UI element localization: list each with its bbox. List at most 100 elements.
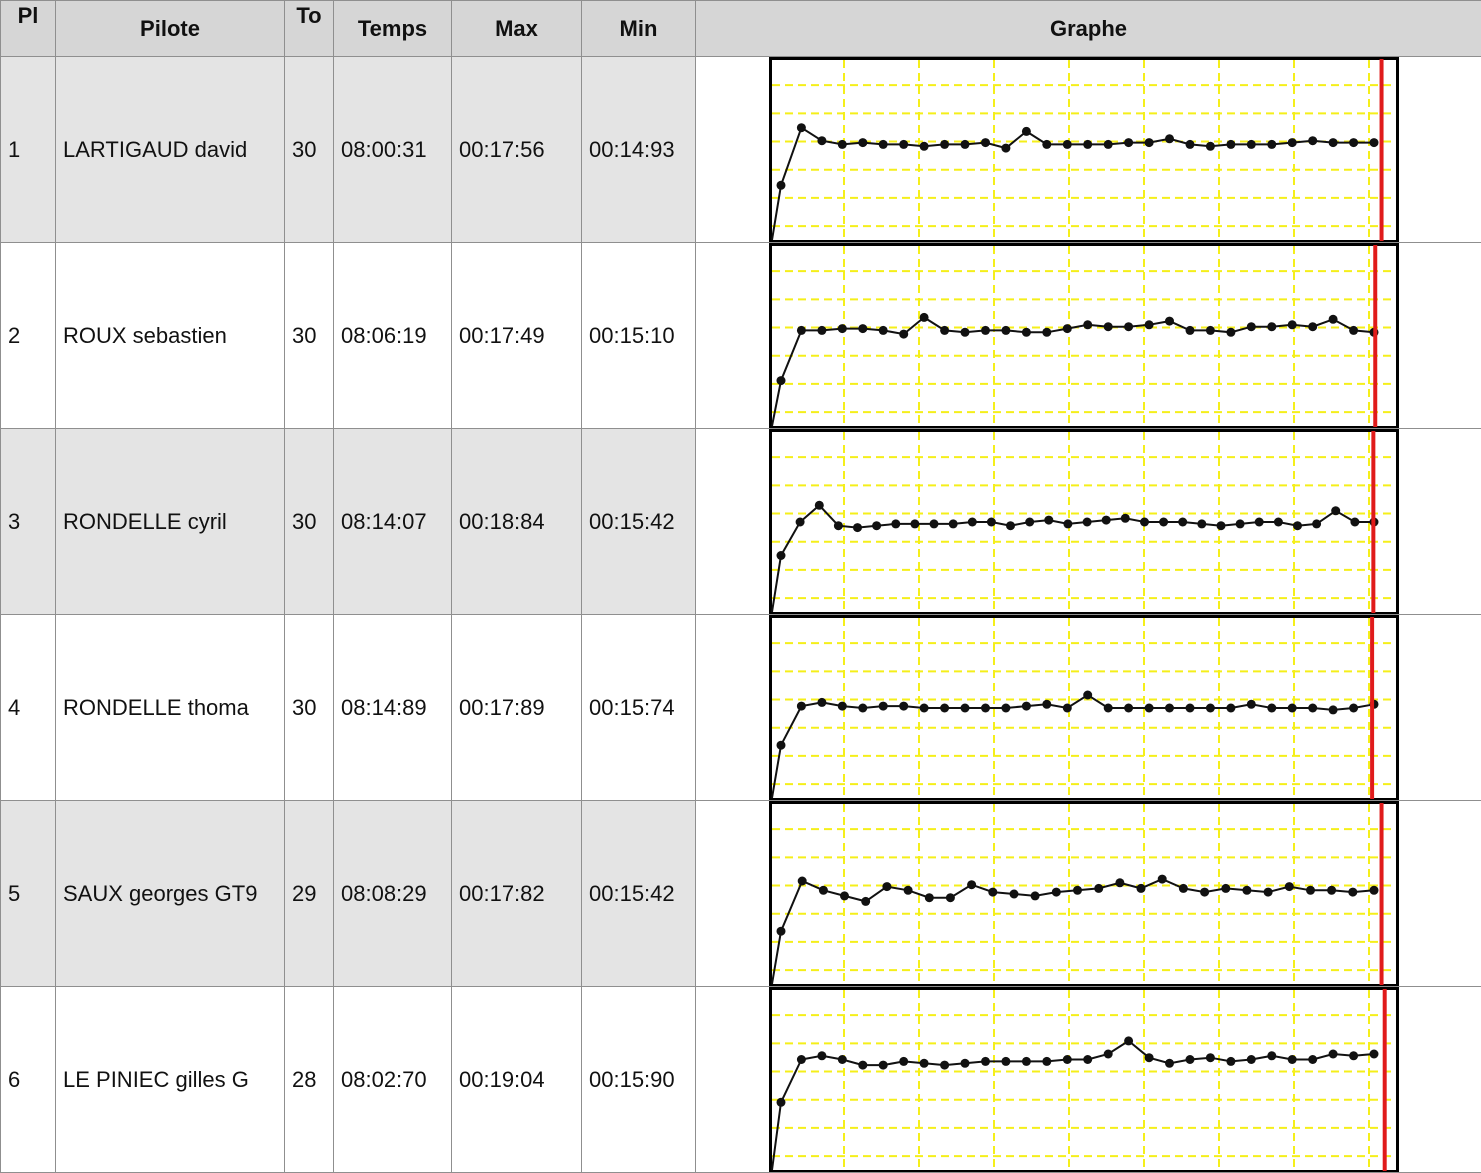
lap-point	[1267, 322, 1276, 331]
lap-point	[1006, 521, 1015, 530]
cell-to: 30	[285, 243, 334, 429]
header-pilote[interactable]: Pilote	[56, 1, 285, 57]
lap-point	[1274, 518, 1283, 527]
lap-point	[1083, 691, 1092, 700]
lap-point	[777, 1098, 786, 1107]
cell-min: 00:15:42	[582, 429, 696, 615]
lap-point	[988, 888, 997, 897]
lap-point	[1104, 140, 1113, 149]
cell-temps: 08:06:19	[334, 243, 452, 429]
lap-point	[1349, 704, 1358, 713]
lap-point	[1042, 700, 1051, 709]
lap-point	[968, 518, 977, 527]
lap-point	[1247, 322, 1256, 331]
lap-point	[1165, 317, 1174, 326]
header-min[interactable]: Min	[582, 1, 696, 57]
lap-point	[815, 501, 824, 510]
cell-to: 29	[285, 801, 334, 987]
lap-point	[1349, 1051, 1358, 1060]
lap-point	[1247, 1055, 1256, 1064]
lap-point	[1370, 1050, 1379, 1059]
lap-point	[817, 136, 826, 145]
lap-point	[1165, 1059, 1174, 1068]
header-graphe[interactable]: Graphe	[696, 1, 1481, 57]
lap-graph	[769, 429, 1399, 615]
lap-point	[987, 518, 996, 527]
cell-graphe	[696, 243, 1481, 429]
lap-point	[879, 326, 888, 335]
lap-point	[961, 140, 970, 149]
cell-max: 00:17:89	[452, 615, 582, 801]
header-temps[interactable]: Temps	[334, 1, 452, 57]
lap-point	[1370, 886, 1379, 895]
lap-point	[1349, 326, 1358, 335]
cell-min: 00:15:74	[582, 615, 696, 801]
lap-point	[1186, 140, 1195, 149]
lap-point	[796, 518, 805, 527]
lap-graph	[769, 615, 1399, 801]
lap-point	[1186, 1055, 1195, 1064]
lap-point	[981, 1057, 990, 1066]
lap-point	[1179, 884, 1188, 893]
lap-point	[1306, 886, 1315, 895]
lap-point	[797, 702, 806, 711]
header-pl[interactable]: Pl	[1, 1, 56, 57]
lap-point	[777, 927, 786, 936]
lap-point	[1042, 328, 1051, 337]
lap-point	[1124, 1036, 1133, 1045]
lap-point	[1083, 1055, 1092, 1064]
cell-pl: 4	[1, 615, 56, 801]
lap-point	[1104, 704, 1113, 713]
lap-point	[1158, 875, 1167, 884]
lap-point	[920, 142, 929, 151]
lap-point	[1094, 884, 1103, 893]
lap-point	[1044, 516, 1053, 525]
lap-point	[1052, 888, 1061, 897]
lap-point	[872, 521, 881, 530]
header-max[interactable]: Max	[452, 1, 582, 57]
cell-to: 28	[285, 987, 334, 1173]
lap-point	[1329, 705, 1338, 714]
cell-pilote: LE PINIEC gilles G	[56, 987, 285, 1173]
table-row: 4 RONDELLE thoma 30 08:14:89 00:17:89 00…	[1, 615, 1481, 801]
lap-point	[1197, 519, 1206, 528]
lap-point	[1288, 320, 1297, 329]
cell-graphe	[696, 615, 1481, 801]
lap-graph	[769, 987, 1399, 1173]
lap-point	[940, 326, 949, 335]
table-row: 2 ROUX sebastien 30 08:06:19 00:17:49 00…	[1, 243, 1481, 429]
lap-point	[1083, 140, 1092, 149]
lap-graph	[769, 57, 1399, 243]
table-row: 1 LARTIGAUD david 30 08:00:31 00:17:56 0…	[1, 57, 1481, 243]
lap-point	[1145, 138, 1154, 147]
lap-point	[1308, 322, 1317, 331]
lap-point	[1221, 884, 1230, 893]
lap-point	[1145, 320, 1154, 329]
lap-point	[967, 880, 976, 889]
lap-point	[1226, 704, 1235, 713]
lap-point	[797, 326, 806, 335]
cell-temps: 08:14:89	[334, 615, 452, 801]
lap-point	[1001, 704, 1010, 713]
lap-point	[940, 704, 949, 713]
lap-point	[1042, 140, 1051, 149]
header-to[interactable]: To	[285, 1, 334, 57]
lap-point	[858, 138, 867, 147]
lap-point	[961, 1059, 970, 1068]
lap-point	[961, 704, 970, 713]
lap-point	[1236, 519, 1245, 528]
lap-point	[920, 313, 929, 322]
lap-point	[1165, 134, 1174, 143]
lap-point	[910, 519, 919, 528]
lap-point	[1350, 518, 1359, 527]
lap-point	[1140, 518, 1149, 527]
lap-point	[879, 1061, 888, 1070]
lap-graph	[769, 243, 1399, 429]
cell-max: 00:17:56	[452, 57, 582, 243]
table-row: 5 SAUX georges GT9 29 08:08:29 00:17:82 …	[1, 801, 1481, 987]
lap-point	[1206, 1053, 1215, 1062]
lap-point	[1165, 704, 1174, 713]
lap-point	[1083, 518, 1092, 527]
lap-point	[1255, 518, 1264, 527]
lap-point	[1226, 328, 1235, 337]
